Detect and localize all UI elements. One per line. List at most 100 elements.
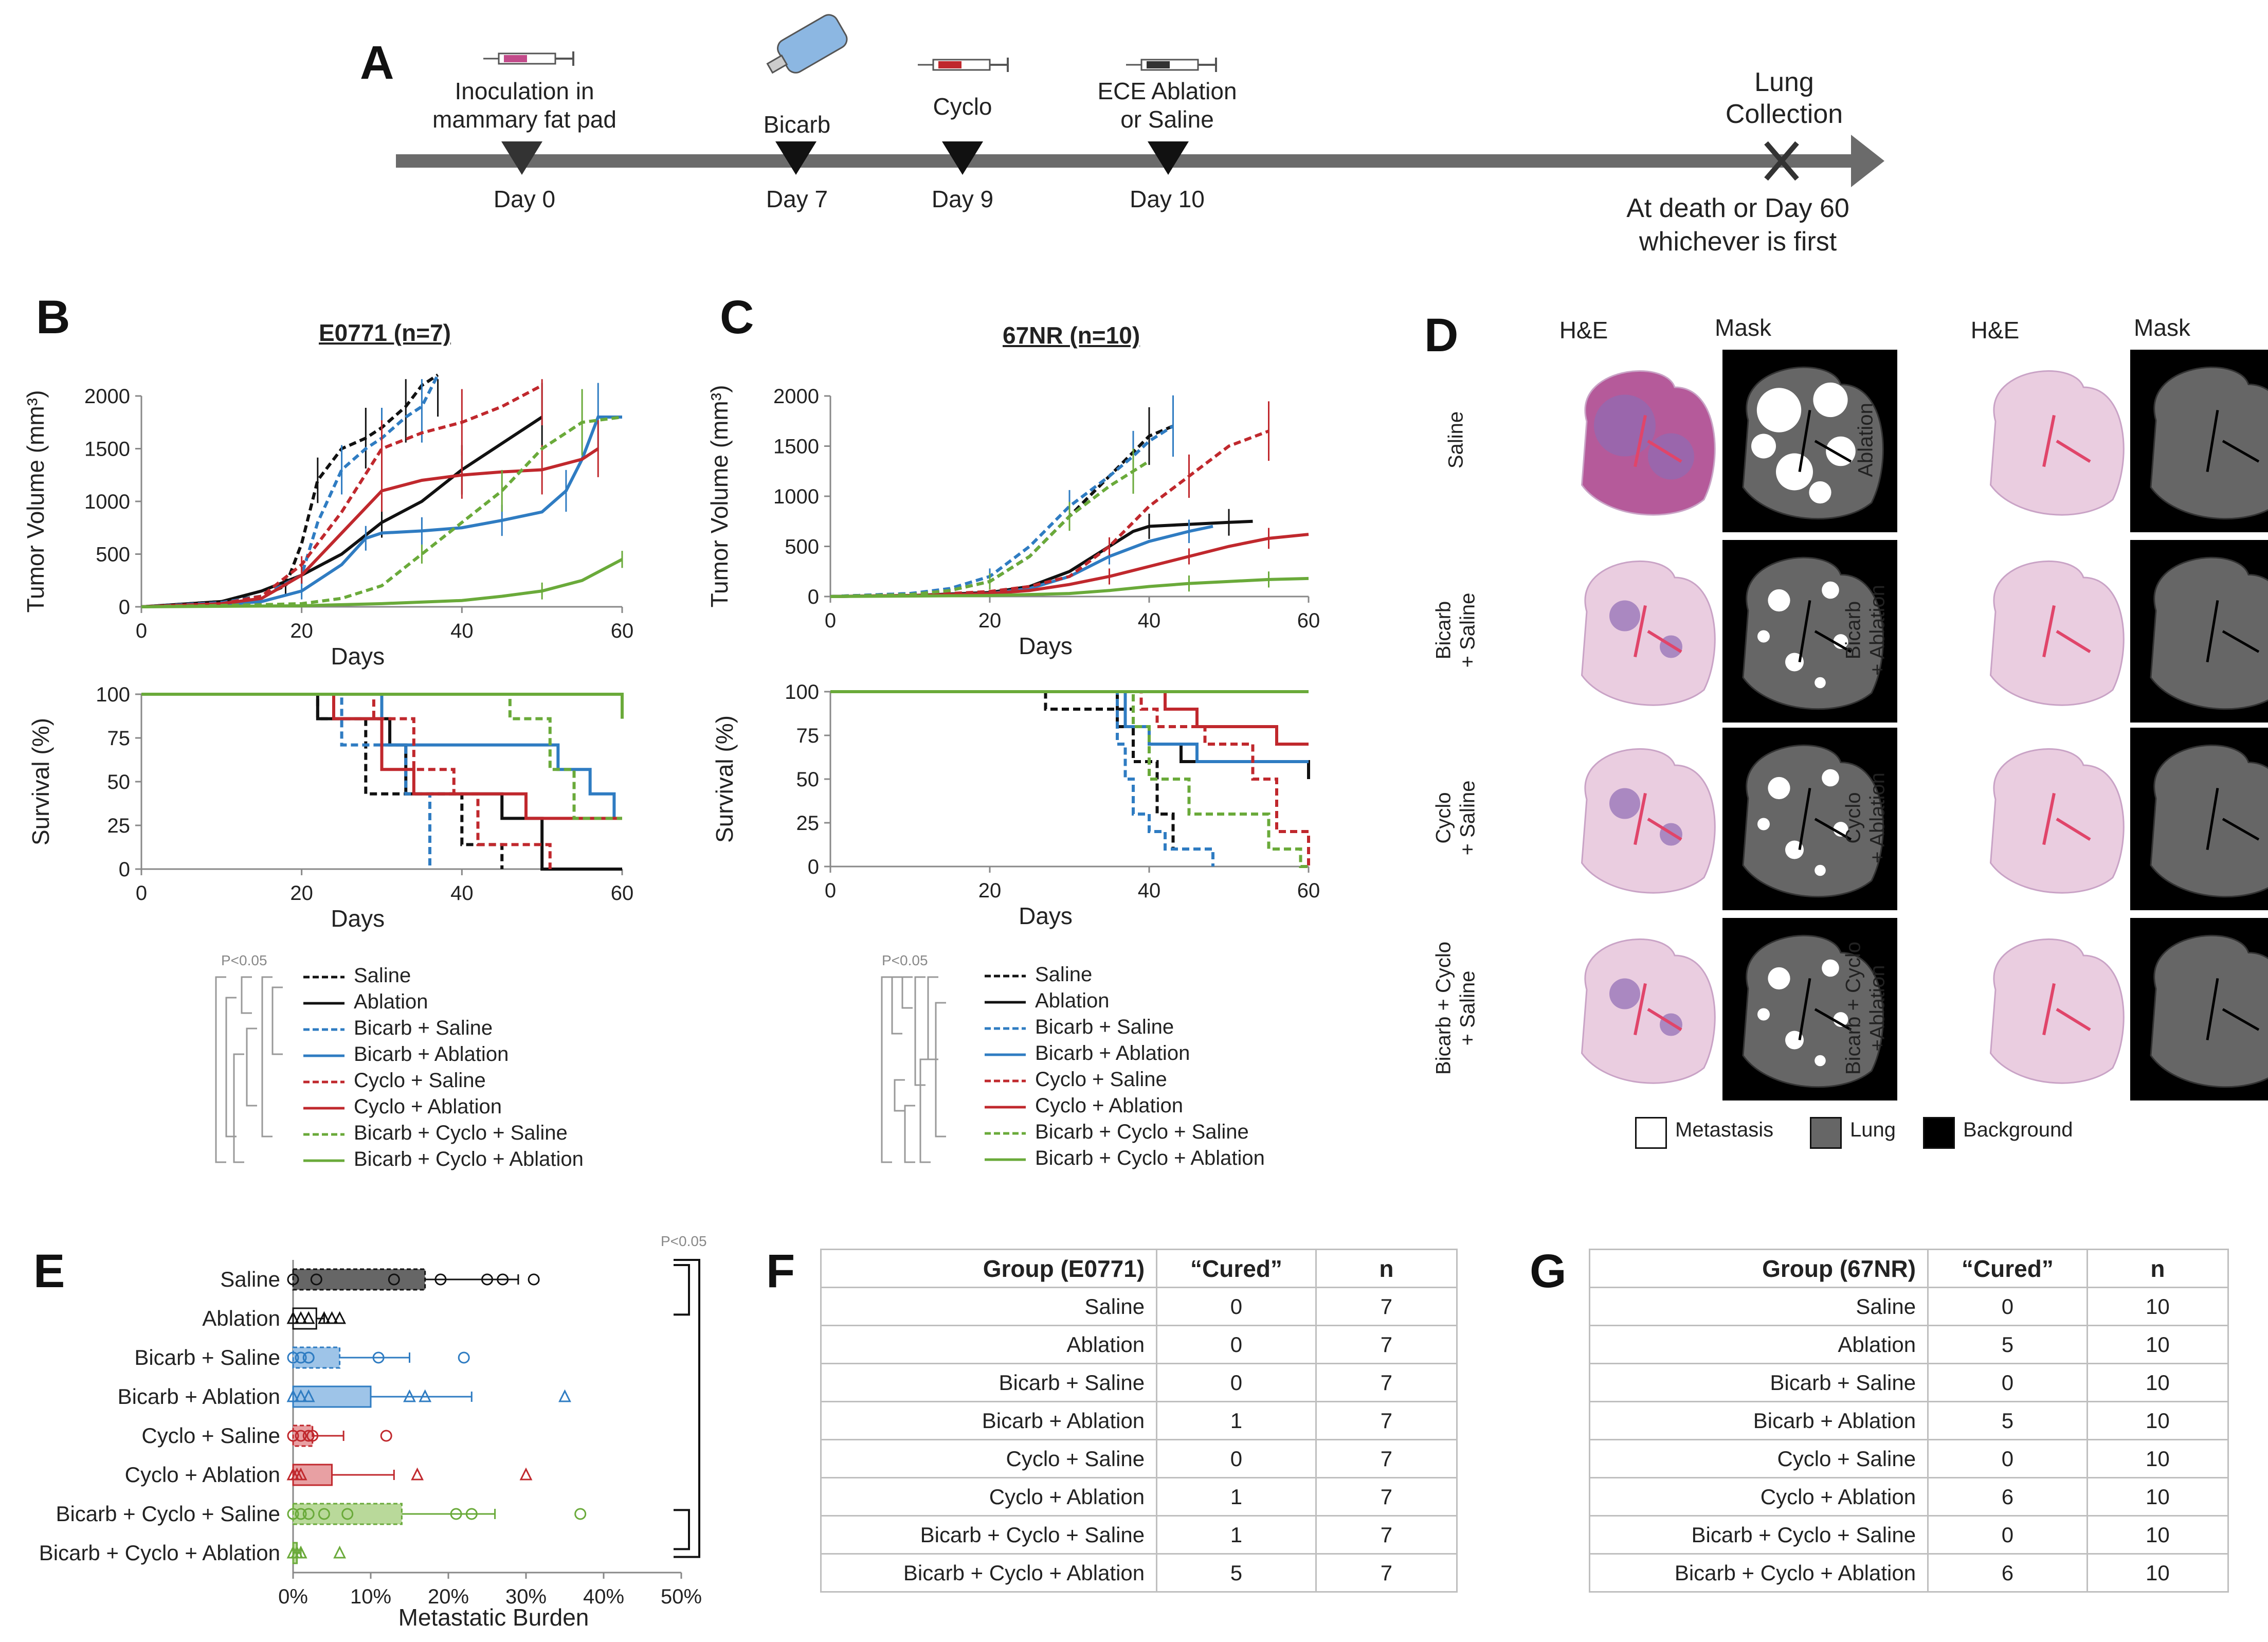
sig-bracket [904, 1105, 915, 1163]
legend-entry: Saline [1035, 963, 1093, 986]
y-tick-label: 2000 [773, 385, 819, 408]
legend-entry: Bicarb + Cyclo + Ablation [354, 1148, 584, 1170]
data-point [333, 1545, 347, 1559]
legend-swatch-metastasis [1635, 1117, 1667, 1149]
lung-row-label: Bicarb + Cyclo [1842, 941, 1865, 1075]
legend-swatch-lung [1810, 1117, 1842, 1149]
table-f-header: Group (E0771) “Cured” n [820, 1249, 1458, 1288]
event-day-3: Day 9 [931, 186, 994, 212]
mask-metastasis [1822, 959, 1839, 977]
data-point [302, 1311, 315, 1324]
mask-metastasis [1826, 436, 1856, 466]
table-g-row: Bicarb + Ablation 5 10 [1588, 1401, 2229, 1440]
lung-images [1558, 350, 2268, 1100]
x-tick-label: 10% [350, 1585, 391, 1608]
data-point [294, 1545, 307, 1559]
x-tick-label: 0% [278, 1585, 308, 1608]
table-g-cell: Ablation [1588, 1325, 1929, 1364]
table-g-cell: 10 [2086, 1553, 2229, 1593]
y-tick-label: 0 [808, 586, 819, 608]
table-f-h1: “Cured” [1156, 1249, 1317, 1288]
y-tick-label: 50 [107, 771, 131, 793]
series-line-bicarb-saline [830, 424, 1174, 598]
mask-metastasis [1815, 677, 1826, 689]
series-line-ablation [141, 416, 543, 608]
event-label-4b: or Saline [1120, 106, 1214, 133]
end-note-1: At death or Day 60 [1626, 193, 1849, 223]
table-g-cell: 0 [1927, 1363, 2088, 1402]
mask-header-left: Mask [1715, 314, 1771, 341]
table-g-cell: 0 [1927, 1515, 2088, 1555]
x-tick-label: 20% [428, 1585, 469, 1608]
x-tick-label: 0 [825, 879, 836, 902]
data-point [528, 1273, 540, 1286]
data-point [434, 1273, 447, 1286]
table-f-cell: Bicarb + Cyclo + Ablation [820, 1553, 1158, 1593]
y-tick-label: 25 [796, 812, 820, 835]
data-point [287, 1430, 299, 1442]
lung-row-label: Bicarb [1432, 601, 1455, 659]
x-axis-label: Days [1019, 903, 1073, 929]
x-tick-label: 60 [611, 620, 634, 642]
series-line-cyclo-saline [830, 690, 1310, 867]
table-f-cell: 0 [1156, 1287, 1317, 1326]
bar [292, 1464, 333, 1486]
y-tick-label: 0 [119, 858, 130, 881]
bar [292, 1346, 341, 1369]
y-tick-label: 75 [796, 725, 820, 747]
table-g-cell: Cyclo + Saline [1588, 1439, 1929, 1478]
lung-row-label: + Ablation [1866, 772, 1889, 863]
lung-row-label: Bicarb [1842, 601, 1865, 659]
marker-day10 [1148, 141, 1189, 175]
y-tick-label: 0 [119, 596, 130, 619]
event-label-2: Bicarb [763, 111, 831, 138]
table-g-cell: Cyclo + Ablation [1588, 1477, 1929, 1517]
mask-metastasis [1756, 388, 1802, 432]
series-line-bicarb-saline [830, 690, 1214, 867]
legend-entry: Bicarb + Cyclo + Ablation [1035, 1147, 1265, 1169]
y-axis-label: Survival (%) [711, 715, 738, 843]
mask-metastasis [1757, 1008, 1770, 1021]
x-tick-label: 40 [1138, 879, 1161, 902]
legend-entry: Cyclo + Saline [1035, 1068, 1167, 1091]
bar-category-label: Cyclo + Saline [141, 1423, 280, 1448]
table-f-cell: Bicarb + Saline [820, 1363, 1158, 1402]
he-header-right: H&E [1970, 317, 2020, 344]
x-tick-label: 40 [450, 620, 474, 642]
y-tick-label: 0 [808, 856, 819, 878]
lung-row-label: +Ablation [1866, 965, 1889, 1051]
mask-metastasis [1768, 967, 1790, 990]
table-g-row: Cyclo + Ablation 6 10 [1588, 1477, 2229, 1517]
legend-entry: Cyclo + Saline [354, 1069, 486, 1092]
table-g-cell: Bicarb + Saline [1588, 1363, 1929, 1402]
event-label-1: Inoculation in [455, 78, 594, 104]
marker-day0 [501, 141, 542, 175]
data-point [286, 1311, 300, 1324]
marker-day9 [942, 141, 983, 175]
data-point [458, 1351, 470, 1364]
table-f-cell: 0 [1156, 1439, 1317, 1478]
y-tick-label: 100 [96, 683, 130, 706]
table-g-row: Ablation 5 10 [1588, 1325, 2229, 1364]
series-line-bicarb-cyclo-ablation [830, 576, 1309, 598]
table-f-cell: 1 [1156, 1401, 1317, 1440]
series-line-bicarb-ablation [141, 693, 616, 819]
table-g-h1: “Cured” [1927, 1249, 2088, 1288]
lung-row-label: + Saline [1456, 592, 1479, 667]
bottle-icon [766, 14, 848, 74]
series-line-cyclo-saline [830, 429, 1269, 598]
mask-lung [2150, 366, 2268, 520]
legend-entry: Saline [354, 964, 411, 987]
table-f-cell: 1 [1156, 1477, 1317, 1517]
x-tick-label: 40 [1138, 609, 1161, 632]
y-tick-label: 1000 [773, 485, 819, 508]
data-point [295, 1351, 307, 1364]
mask-metastasis [1822, 769, 1839, 787]
data-point [403, 1389, 416, 1402]
mask-metastasis [1768, 589, 1790, 612]
series-line-cyclo-ablation [141, 447, 599, 608]
data-point [306, 1430, 319, 1442]
table-g-cell: Bicarb + Cyclo + Saline [1588, 1515, 1929, 1555]
syringe-icon [1126, 58, 1217, 72]
